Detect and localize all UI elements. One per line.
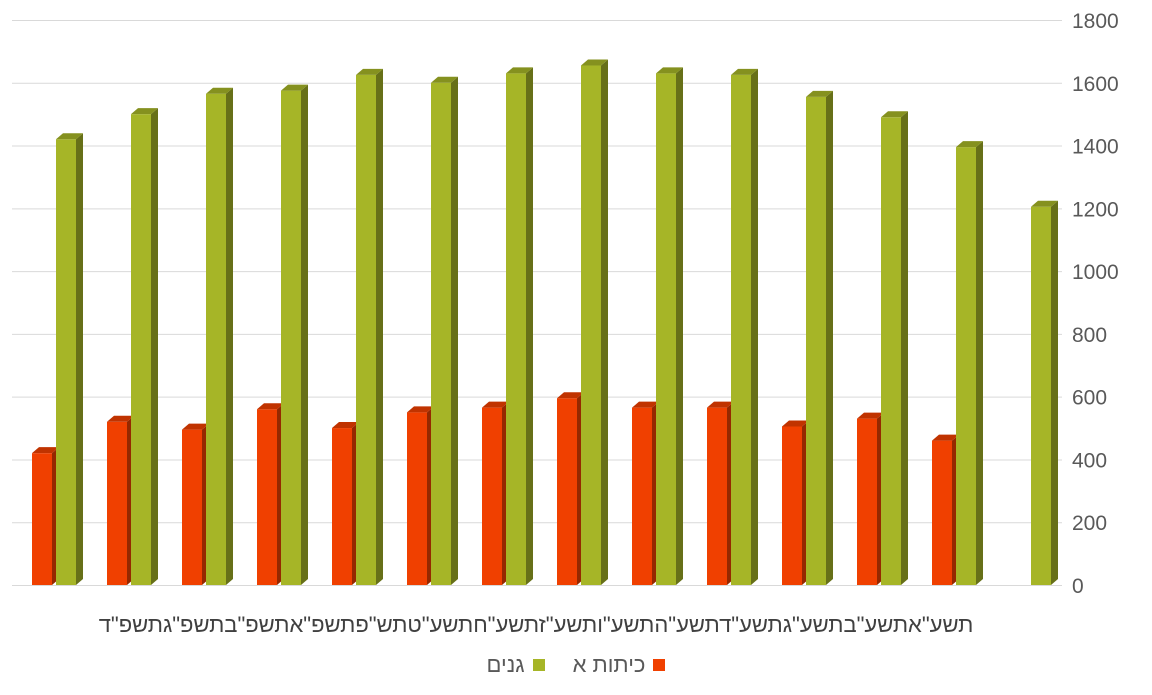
legend-item-first-grade: כיתות א [573,652,666,678]
y-tick-label: 1800 [1072,10,1119,33]
bar-first-grade [482,407,502,585]
bar-kindergartens [956,147,976,585]
y-tick-label: 1000 [1072,261,1119,284]
bar-first-grade [782,426,802,585]
legend-label-first-grade: כיתות א [572,652,646,677]
y-tick-label: 400 [1072,449,1107,472]
bar-first-grade-top [182,423,209,430]
bar-kindergartens-top [881,111,908,118]
bar-first-grade-top [332,422,359,429]
legend: כיתות א גנים [0,652,1152,678]
bar-kindergartens [206,93,226,585]
y-tick-label: 800 [1072,324,1107,347]
bar-first-grade-top [932,434,959,441]
y-tick-label: 1200 [1072,198,1119,221]
y-tick-label: 1400 [1072,136,1119,159]
bar-kindergartens-side [976,141,983,585]
bar-first-grade [932,440,952,585]
bar-kindergartens-top [206,87,233,94]
bar-kindergartens [56,139,76,585]
bar-kindergartens-side [451,76,458,586]
bar-kindergartens [881,117,901,586]
bar-kindergartens-side [226,87,233,585]
bar-kindergartens-side [76,133,83,585]
bar-kindergartens-top [656,67,683,74]
bar-kindergartens-side [751,68,758,586]
bar-first-grade [257,409,277,585]
bar-first-grade-top [107,415,134,422]
bar-kindergartens-side [151,108,158,586]
bar-kindergartens-top [281,84,308,91]
legend-swatch-kindergartens [532,659,545,671]
bar-kindergartens-top [56,133,83,140]
legend-swatch-first-grade [653,659,666,671]
bar-first-grade-top [482,401,509,408]
bar-first-grade [332,428,352,585]
y-tick-label: 0 [1072,575,1084,598]
bar-first-grade [107,421,127,585]
bar-kindergartens-top [956,141,983,148]
bar-kindergartens [131,114,151,586]
bar-kindergartens [356,74,376,586]
bar-kindergartens [506,73,526,585]
y-tick-label: 600 [1072,387,1107,410]
bar-kindergartens-top [431,76,458,83]
x-axis-category-labels: תשע"אתשע"בתשע"גתשע"דתשע"התשע"ותשע"זתשע"ח… [99,612,974,637]
bar-first-grade-top [32,447,59,454]
bar-kindergartens-top [806,90,833,97]
bar-kindergartens-side [301,84,308,585]
bar-kindergartens-top [581,59,608,66]
bar-first-grade-top [857,412,884,419]
bar-kindergartens-top [506,67,533,74]
bar-first-grade-top [782,420,809,427]
bar-first-grade [32,453,52,585]
bar-kindergartens [281,90,301,585]
bar-kindergartens [1031,206,1051,585]
bar-kindergartens [656,73,676,585]
bar-kindergartens-side [676,67,683,586]
bar-first-grade-top [632,401,659,408]
bar-first-grade [407,412,427,585]
bar-first-grade [557,398,577,585]
bar-kindergartens [581,65,601,585]
bar-kindergartens-side [376,68,383,586]
bar-kindergartens-side [826,90,833,586]
y-tick-label: 1600 [1072,73,1119,96]
bar-first-grade-top [557,392,584,399]
bar-first-grade-top [407,406,434,413]
bar-first-grade [632,407,652,585]
bar-first-grade [707,407,727,585]
bar-kindergartens [431,82,451,586]
bar-kindergartens-top [1031,200,1058,207]
bar-kindergartens [731,74,751,586]
bar-kindergartens [806,96,826,586]
bar-first-grade-top [707,401,734,408]
bar-first-grade-top [257,403,284,410]
bar-kindergartens-top [131,108,158,115]
bar-kindergartens-top [356,68,383,75]
bar-kindergartens-side [526,67,533,586]
y-tick-label: 200 [1072,512,1107,535]
bar-kindergartens-top [731,68,758,75]
legend-item-kindergartens: גנים [487,652,545,678]
bar-kindergartens-side [601,59,608,585]
legend-label-kindergartens: גנים [486,652,525,677]
bar-first-grade [857,418,877,585]
bar-kindergartens-side [1051,200,1058,585]
bar-kindergartens-side [901,111,908,586]
bar-first-grade [182,429,202,585]
